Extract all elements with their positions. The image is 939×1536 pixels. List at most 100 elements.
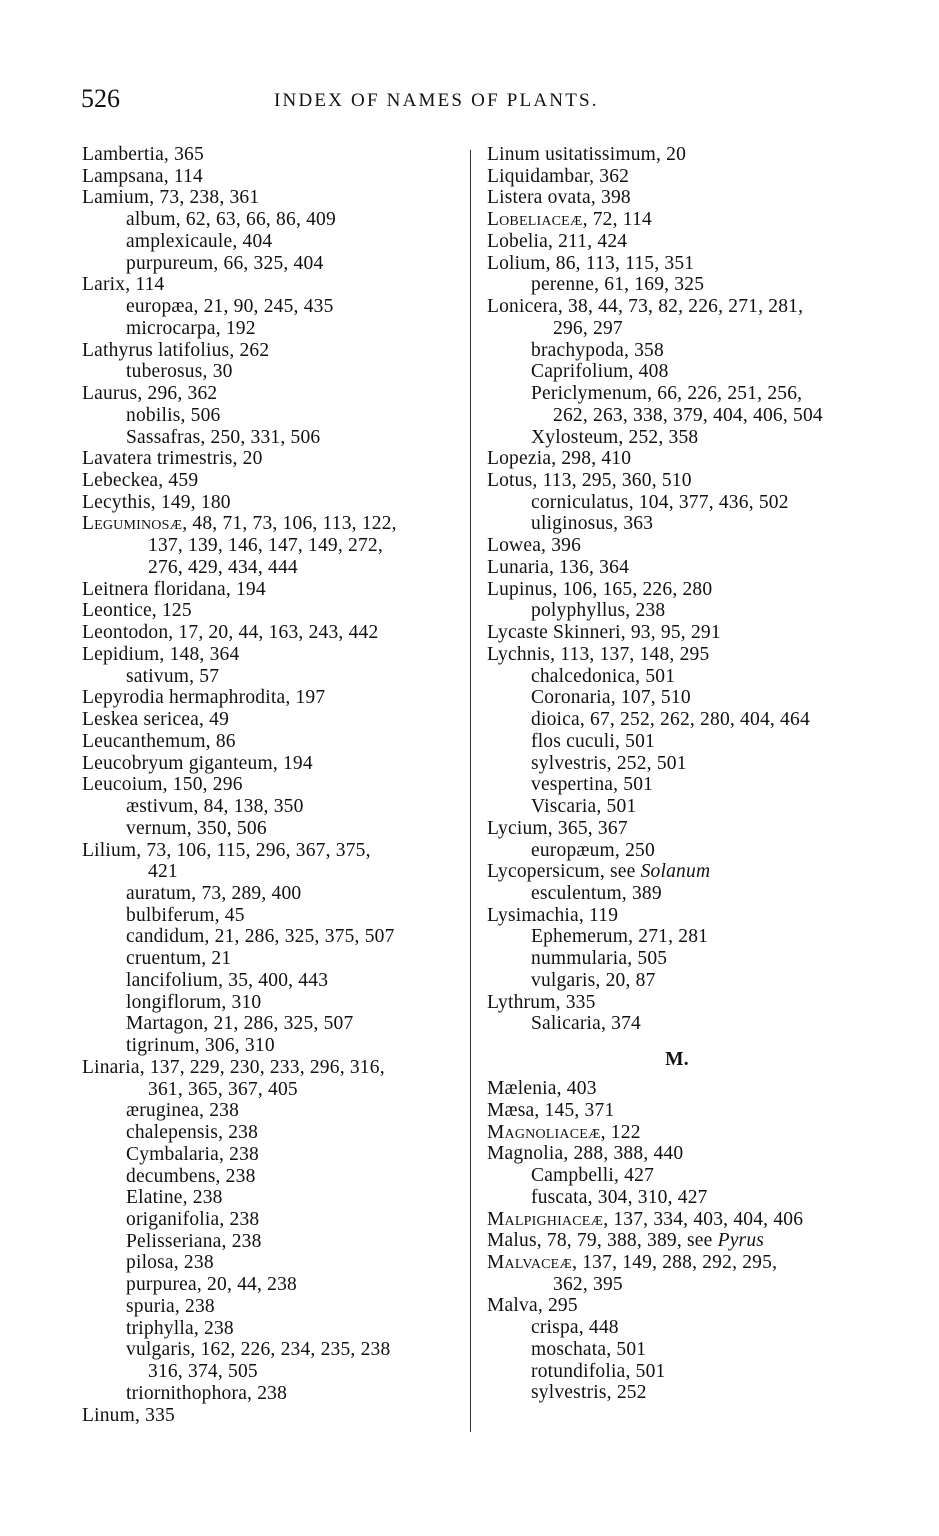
entry-text: spuria, 238 (126, 1295, 215, 1317)
entry-text: 262, 263, 338, 379, 404, 406, 504 (553, 404, 823, 426)
index-entry: Lecythis, 149, 180 (82, 492, 462, 514)
entry-text: Laurus, 296, 362 (82, 383, 218, 405)
family-name: Magnoliaceæ (487, 1121, 601, 1143)
entry-text: Lathyrus latifolius, 262 (82, 339, 270, 361)
index-entry: Mælenia, 403 (487, 1078, 867, 1100)
index-subentry: crispa, 448 (487, 1317, 867, 1339)
index-entry: Linum, 335 (82, 1405, 462, 1427)
index-entry: Lolium, 86, 113, 115, 351 (487, 253, 867, 275)
index-entry: Leucanthemum, 86 (82, 731, 462, 753)
index-subentry: vulgaris, 162, 226, 234, 235, 238 (82, 1339, 462, 1361)
index-subentry: bulbiferum, 45 (82, 905, 462, 927)
entry-text: Listera ovata, 398 (487, 187, 631, 209)
entry-text: europæa, 21, 90, 245, 435 (126, 296, 334, 318)
index-subentry: auratum, 73, 289, 400 (82, 883, 462, 905)
index-subentry: Caprifolium, 408 (487, 361, 867, 383)
entry-text: , 137, 334, 403, 404, 406 (603, 1208, 804, 1230)
index-entry: Lupinus, 106, 165, 226, 280 (487, 579, 867, 601)
entry-text: Malva, 295 (487, 1295, 578, 1317)
entry-text: Malus, 78, 79, 388, 389, see (487, 1230, 718, 1252)
index-entry: Malpighiaceæ, 137, 334, 403, 404, 406 (487, 1209, 867, 1231)
index-subentry: rotundifolia, 501 (487, 1361, 867, 1383)
entry-text: Lupinus, 106, 165, 226, 280 (487, 578, 713, 600)
index-column-left: Lambertia, 365 Lampsana, 114 Lamium, 73, 2… (82, 144, 462, 1426)
index-entry: Leskea sericea, 49 (82, 709, 462, 731)
entry-text: Lebeckea, 459 (82, 470, 199, 492)
index-entry: Laurus, 296, 362 (82, 383, 462, 405)
entry-text: sativum, 57 (126, 665, 220, 687)
index-continuation: 362, 395 (487, 1274, 867, 1296)
entry-text: Lychnis, 113, 137, 148, 295 (487, 643, 710, 665)
entry-text: vulgaris, 20, 87 (531, 969, 656, 991)
index-subentry: moschata, 501 (487, 1339, 867, 1361)
entry-text: Salicaria, 374 (531, 1013, 642, 1035)
index-subentry: lancifolium, 35, 400, 443 (82, 970, 462, 992)
index-subentry: nummularia, 505 (487, 948, 867, 970)
index-entry: Leitnera floridana, 194 (82, 579, 462, 601)
entry-text: nobilis, 506 (126, 404, 221, 426)
entry-text: , 122 (600, 1121, 641, 1143)
entry-text: uliginosus, 363 (531, 513, 654, 535)
entry-text: Leontodon, 17, 20, 44, 163, 243, 442 (82, 622, 379, 644)
index-entry: Lycaste Skinneri, 93, 95, 291 (487, 622, 867, 644)
cross-reference: Pyrus (717, 1230, 765, 1252)
entry-text: corniculatus, 104, 377, 436, 502 (531, 491, 789, 513)
entry-text: Linum, 335 (82, 1404, 175, 1426)
index-entry: Lepyrodia hermaphrodita, 197 (82, 687, 462, 709)
index-subentry: cruentum, 21 (82, 948, 462, 970)
family-name: Malpighiaceæ (487, 1208, 604, 1230)
entry-text: Lycaste Skinneri, 93, 95, 291 (487, 622, 721, 644)
entry-text: esculentum, 389 (531, 882, 662, 904)
entry-text: 137, 139, 146, 147, 149, 272, (148, 535, 383, 557)
entry-text: Sassafras, 250, 331, 506 (126, 426, 321, 448)
section-heading: M. (487, 1042, 867, 1078)
index-entry: Linaria, 137, 229, 230, 233, 296, 316, (82, 1057, 462, 1079)
entry-text: Lecythis, 149, 180 (82, 491, 231, 513)
index-subentry: Xylosteum, 252, 358 (487, 427, 867, 449)
entry-text: Leontice, 125 (82, 600, 192, 622)
entry-text: Ephemerum, 271, 281 (531, 926, 709, 948)
index-entry: Leucobryum giganteum, 194 (82, 753, 462, 775)
entry-text: Coronaria, 107, 510 (531, 687, 691, 709)
entry-text: amplexicaule, 404 (126, 230, 273, 252)
entry-text: Lycopersicum, see (487, 861, 641, 883)
index-subentry: esculentum, 389 (487, 883, 867, 905)
index-entry: Lambertia, 365 (82, 144, 462, 166)
index-subentry: uliginosus, 363 (487, 513, 867, 535)
entry-text: bulbiferum, 45 (126, 904, 245, 926)
entry-text: tigrinum, 306, 310 (126, 1035, 275, 1057)
entry-text: purpurea, 20, 44, 238 (126, 1274, 297, 1296)
entry-text: lancifolium, 35, 400, 443 (126, 969, 329, 991)
family-name: Leguminosæ (82, 513, 183, 535)
entry-text: Lepidium, 148, 364 (82, 643, 240, 665)
running-title: INDEX OF NAMES OF PLANTS. (274, 90, 599, 111)
index-subentry: vespertina, 501 (487, 774, 867, 796)
entry-text: Xylosteum, 252, 358 (531, 426, 699, 448)
entry-text: tuberosus, 30 (126, 361, 233, 383)
entry-text: Magnolia, 288, 388, 440 (487, 1143, 684, 1165)
index-entry: Lysimachia, 119 (487, 905, 867, 927)
index-subentry: chalcedonica, 501 (487, 666, 867, 688)
entry-text: Linum usitatissimum, 20 (487, 144, 687, 165)
index-subentry: pilosa, 238 (82, 1252, 462, 1274)
index-entry: Lycium, 365, 367 (487, 818, 867, 840)
entry-text: Cymbalaria, 238 (126, 1143, 259, 1165)
entry-text: brachypoda, 358 (531, 339, 664, 361)
entry-text: æstivum, 84, 138, 350 (126, 796, 304, 818)
entry-text: Leucoium, 150, 296 (82, 774, 243, 796)
index-entry: Lobelia, 211, 424 (487, 231, 867, 253)
index-entry: Leontice, 125 (82, 600, 462, 622)
entry-text: auratum, 73, 289, 400 (126, 882, 302, 904)
index-subentry: candidum, 21, 286, 325, 375, 507 (82, 926, 462, 948)
index-subentry: purpureum, 66, 325, 404 (82, 253, 462, 275)
index-entry: Lavatera trimestris, 20 (82, 448, 462, 470)
entry-text: 362, 395 (553, 1273, 623, 1295)
entry-text: 276, 429, 434, 444 (148, 556, 298, 578)
index-subentry: Salicaria, 374 (487, 1013, 867, 1035)
index-continuation: 361, 365, 367, 405 (82, 1079, 462, 1101)
index-subentry: æstivum, 84, 138, 350 (82, 796, 462, 818)
entry-text: origanifolia, 238 (126, 1208, 260, 1230)
entry-text: album, 62, 63, 66, 86, 409 (126, 209, 336, 231)
entry-text: Viscaria, 501 (531, 796, 637, 818)
index-subentry: microcarpa, 192 (82, 318, 462, 340)
